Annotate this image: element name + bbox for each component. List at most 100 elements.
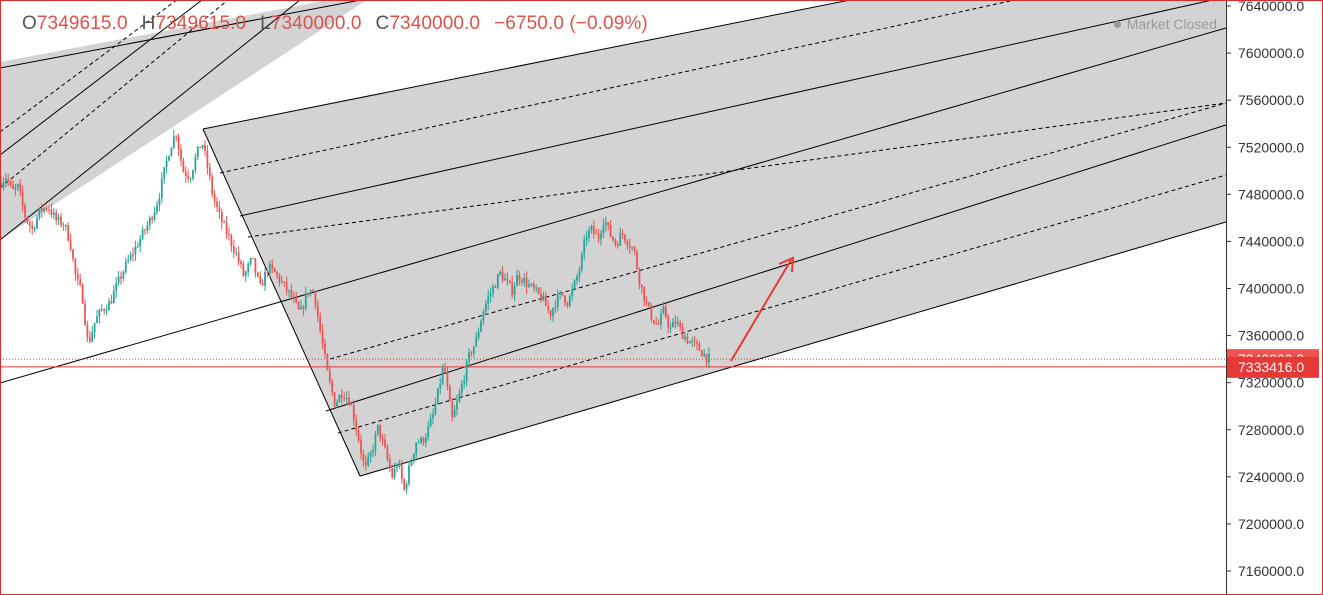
candle-body [501, 271, 504, 281]
pitchfork-inner-line [325, 124, 1226, 412]
candle-body [206, 150, 209, 168]
candle-body [290, 290, 293, 298]
candle-body [444, 368, 446, 372]
old-channel-mid-line [0, 0, 203, 156]
candle-body [432, 413, 434, 419]
candle-body [602, 225, 605, 234]
level-price-tag-label: 7333416.0 [1238, 359, 1304, 375]
candle-body [674, 321, 677, 324]
open-value: 7349615.0 [36, 13, 128, 34]
candle-body [504, 278, 506, 281]
market-status: Market Closed [1113, 16, 1217, 32]
candle-body [228, 234, 230, 236]
candle-body [12, 185, 14, 189]
pitchfork-dashed-line [247, 102, 1226, 238]
candle-body [350, 404, 353, 406]
candle-body [691, 340, 694, 342]
candle-body [660, 313, 662, 325]
candle-body [537, 287, 540, 294]
candle-body [369, 452, 372, 457]
candle-body [254, 258, 257, 273]
candle-body [86, 324, 89, 338]
candle-body [628, 245, 631, 248]
candle-body [357, 430, 360, 441]
candle-body [148, 217, 151, 225]
candle-body [607, 222, 610, 225]
candle-body [472, 346, 475, 354]
candle-body [597, 234, 600, 240]
candle-body [465, 361, 468, 382]
candle-body [72, 249, 74, 259]
open-key: O [22, 13, 37, 34]
candle-body [508, 280, 511, 283]
candle-body [708, 353, 710, 363]
candle-body [242, 263, 245, 276]
ohlc-legend: O7349615.0 H7349615.0 L7340000.0 C7340000.0… [22, 13, 648, 35]
candle-body [688, 341, 691, 344]
candle-body [410, 461, 413, 466]
candle-body [204, 145, 206, 151]
candle-body [621, 233, 624, 235]
candle-body [583, 240, 586, 255]
candle-body [408, 465, 410, 484]
candle-body [588, 230, 590, 238]
candle-body [326, 354, 329, 371]
candle-body [312, 290, 314, 292]
candle-body [74, 258, 77, 275]
candle-body [580, 254, 583, 271]
candle-body [672, 321, 674, 328]
candle-body [232, 246, 235, 253]
candle-body [655, 323, 658, 325]
old-channel-solid-line [0, 0, 301, 241]
candle-body [24, 205, 26, 217]
candle-body [480, 320, 482, 332]
candle-body [297, 302, 300, 310]
candle-body [578, 270, 581, 277]
candle-body [127, 259, 130, 262]
candle-body [129, 254, 132, 260]
candle-body [393, 468, 396, 478]
candle-body [396, 466, 398, 469]
candle-body [612, 236, 614, 240]
candle-body [664, 306, 667, 317]
candle-body [151, 217, 154, 220]
plot-area [0, 0, 1226, 494]
candle-body [319, 316, 322, 331]
candle-body [189, 178, 192, 180]
candle-body [468, 352, 470, 362]
pitchfork-lower-line [359, 221, 1226, 477]
price-axis-label: 7560000.0 [1238, 92, 1304, 108]
price-axis-label: 7480000.0 [1238, 186, 1304, 202]
candle-body [158, 198, 161, 206]
candle-body [525, 277, 528, 287]
price-axis-label: 7600000.0 [1238, 45, 1304, 61]
candle-body [88, 337, 91, 342]
candle-body [652, 319, 655, 324]
pitchfork-handle-line [202, 128, 361, 477]
candle-body [14, 187, 17, 189]
candle-body [235, 252, 238, 254]
candle-body [561, 292, 564, 296]
candle-body [67, 225, 70, 241]
pitchfork-upper-line [202, 0, 853, 130]
candle-body [48, 209, 50, 211]
high-value: 7349615.0 [155, 13, 247, 34]
candle-body [345, 397, 348, 400]
candle-body [81, 284, 84, 304]
candle-body [240, 261, 242, 264]
candle-body [436, 388, 439, 405]
candle-body [542, 295, 545, 301]
candle-body [564, 295, 566, 303]
price-axis-label: 7400000.0 [1238, 281, 1304, 297]
candle-body [300, 306, 302, 310]
candle-body [192, 170, 194, 179]
candle-body [163, 167, 166, 179]
candle-body [170, 147, 173, 157]
candle-body [50, 209, 53, 215]
candle-body [69, 240, 72, 250]
candle-body [91, 332, 94, 342]
candle-body [139, 239, 142, 247]
candle-body [535, 287, 538, 289]
candle-body [220, 211, 223, 223]
